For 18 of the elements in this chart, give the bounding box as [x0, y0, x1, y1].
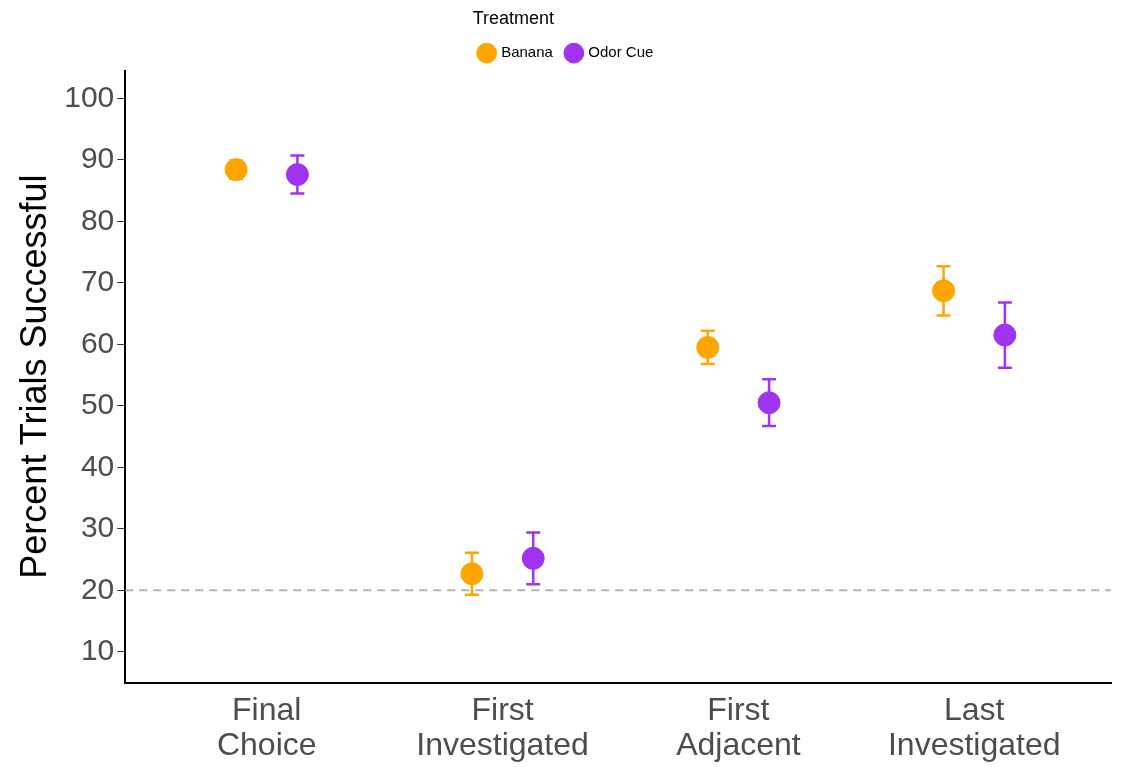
legend-title: Treatment: [472, 7, 554, 28]
x-tick-label: Final Choice: [216, 691, 317, 763]
y-tick-label: 70: [80, 264, 115, 298]
y-tick-label: 40: [80, 448, 115, 482]
y-tick-label: 100: [64, 79, 115, 113]
y-tick-label: 30: [80, 510, 115, 544]
y-tick-label: 90: [80, 141, 115, 175]
x-tick-label: First Adjacent: [676, 691, 801, 763]
legend-label: Banana: [501, 43, 554, 61]
y-axis-title: Percent Trials Successful: [12, 174, 54, 579]
legend-label: Odor Cue: [588, 43, 654, 61]
y-tick-label: 20: [80, 571, 115, 605]
y-tick-label: 80: [80, 202, 115, 236]
y-tick-label: 60: [80, 325, 115, 359]
y-tick-label: 50: [80, 387, 115, 421]
x-tick-label: Last Investigated: [887, 691, 1061, 763]
y-tick-label: 10: [80, 633, 115, 667]
x-tick-label: First Investigated: [416, 691, 589, 763]
